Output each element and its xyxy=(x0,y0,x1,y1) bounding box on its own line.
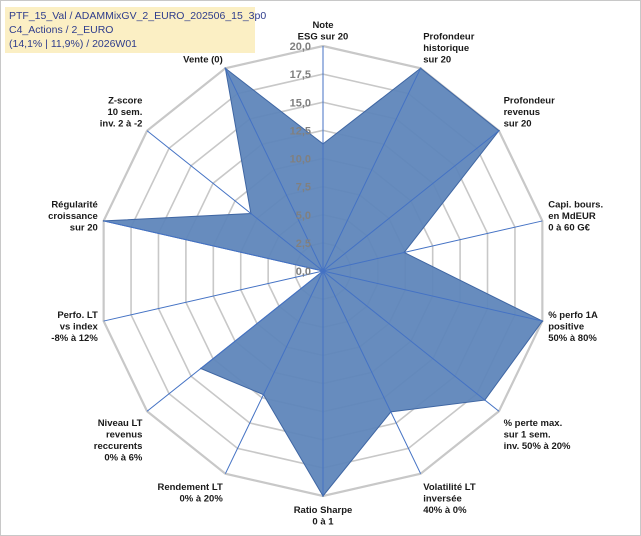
axis-label: reccurents xyxy=(94,441,143,452)
axis-label: Perfo. LT xyxy=(57,310,98,321)
axis-label: Rendement LT xyxy=(157,482,222,493)
axis-label: 0 à 1 xyxy=(312,517,334,528)
axis-label: ESG sur 20 xyxy=(298,32,349,43)
header-line-1: PTF_15_Val / ADAMMixGV_2_EURO_202506_15_… xyxy=(9,10,267,22)
axis-spoke xyxy=(322,270,543,322)
axis-spoke xyxy=(322,130,500,272)
axis-label: % perte max. xyxy=(504,418,563,429)
axis-label: Note xyxy=(312,20,333,31)
axis-label: 10 sem. xyxy=(108,107,143,118)
axis-label: Vente (0) xyxy=(183,54,223,65)
axis-label: positive xyxy=(548,321,584,332)
axis-label: Capi. bours. xyxy=(548,200,603,211)
tick-label: 5,0 xyxy=(296,210,311,222)
tick-label: 7,5 xyxy=(296,182,311,194)
axis-label: 0% à 6% xyxy=(104,453,143,464)
axis-label: -8% à 12% xyxy=(51,333,98,344)
header-line-2: C4_Actions / 2_EURO xyxy=(9,24,114,36)
axis-label: 0% à 20% xyxy=(179,494,223,505)
axis-label: croissance xyxy=(48,211,98,222)
chart-header: PTF_15_Val / ADAMMixGV_2_EURO_202506_15_… xyxy=(5,7,267,53)
axis-label: sur 20 xyxy=(504,118,532,129)
tick-label: 17,5 xyxy=(290,69,311,81)
axis-label: revenus xyxy=(504,107,540,118)
axis-spoke xyxy=(322,270,422,474)
header-line-3: (14,1% | 11,9%) / 2026W01 xyxy=(9,38,138,50)
axis-label: revenus xyxy=(106,430,142,441)
axis-label: sur 20 xyxy=(70,223,98,234)
axis-label: inv. 50% à 20% xyxy=(504,441,571,452)
tick-label: 15,0 xyxy=(290,97,311,109)
spoke-layer xyxy=(103,46,543,496)
axis-spoke xyxy=(146,130,324,272)
axis-label: % perfo 1A xyxy=(548,310,598,321)
tick-label: 10,0 xyxy=(290,154,311,166)
axis-label: Z-score xyxy=(108,95,142,106)
axis-spoke xyxy=(322,68,422,272)
axis-label: Niveau LT xyxy=(98,418,143,429)
axis-label: Ratio Sharpe xyxy=(294,505,353,516)
tick-label: 12,5 xyxy=(290,125,311,137)
axis-spoke xyxy=(103,220,324,272)
axis-label: Profondeur xyxy=(504,95,555,106)
axis-spoke xyxy=(322,220,543,272)
tick-label: 0,0 xyxy=(296,266,311,278)
tick-label: 20,0 xyxy=(290,41,311,53)
axis-spoke xyxy=(322,270,500,412)
tick-layer: 0,0 2,5 5,0 7,5 10,0 12,5 15,0 17,5 20,0 xyxy=(290,41,311,278)
axis-spoke xyxy=(146,270,324,412)
axis-label: historique xyxy=(423,43,469,54)
axis-label: inversée xyxy=(423,494,462,505)
axis-spoke xyxy=(224,270,324,474)
axis-label: sur 20 xyxy=(423,54,451,65)
axis-label: sur 1 sem. xyxy=(504,430,551,441)
axis-label: 0 à 60 G€ xyxy=(548,223,590,234)
axis-label: Régularité xyxy=(51,200,97,211)
axis-label: vs index xyxy=(60,321,99,332)
axis-label: Volatilité LT xyxy=(423,482,476,493)
axis-label: 40% à 0% xyxy=(423,505,467,516)
axis-spoke xyxy=(224,68,324,272)
axis-label: en MdEUR xyxy=(548,211,596,222)
axis-spoke xyxy=(103,270,324,322)
tick-label: 2,5 xyxy=(296,238,311,250)
axis-label: inv. 2 à -2 xyxy=(100,118,143,129)
axis-label: 50% à 80% xyxy=(548,333,597,344)
axis-label: Profondeur xyxy=(423,31,474,42)
